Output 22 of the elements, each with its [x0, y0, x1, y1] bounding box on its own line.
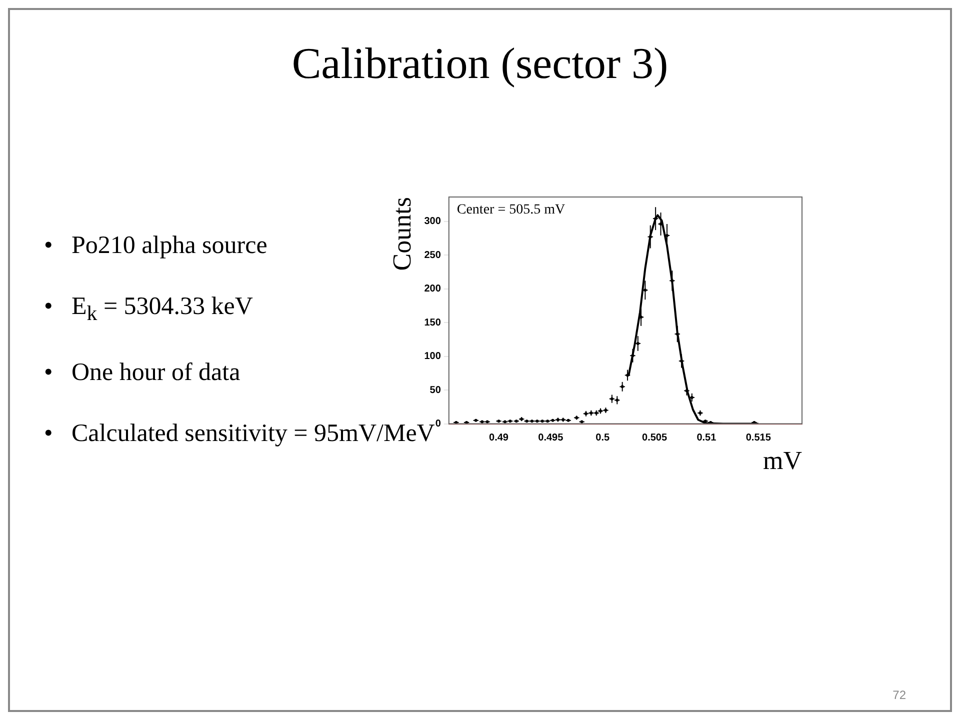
annotation: Center = 505.5 mV — [456, 202, 566, 218]
x-tick-label: 0.51 — [696, 432, 717, 444]
text: • Po210 alpha source — [44, 232, 268, 259]
x-tick-label: 0.49 — [489, 432, 509, 444]
text: • Calculated sensitivity = 95mV/MeV — [44, 420, 435, 448]
y-tick-label: 200 — [424, 284, 442, 295]
y-axis-title: Counts — [387, 197, 416, 271]
x-tick-label: 0.495 — [538, 432, 564, 444]
text: • E$_{k}$ = 5304.33 keV — [44, 293, 253, 325]
y-tick-label: 0 — [435, 418, 442, 430]
y-tick-label: 250 — [424, 250, 442, 261]
y-tick-label: 300 — [424, 216, 442, 228]
x-tick-label: 0.515 — [746, 432, 772, 444]
y-tick-label: 100 — [424, 351, 442, 362]
y-tick-label: 150 — [424, 317, 442, 328]
text: 72 — [892, 688, 906, 702]
x-tick-label: 0.5 — [596, 432, 610, 444]
text: • One hour of data — [44, 359, 240, 386]
chart-title: Calibration (sector 3) — [290, 38, 670, 89]
x-tick-label: 0.505 — [642, 432, 668, 444]
y-tick-label: 50 — [430, 384, 442, 396]
x-axis-title: mV — [763, 446, 802, 476]
